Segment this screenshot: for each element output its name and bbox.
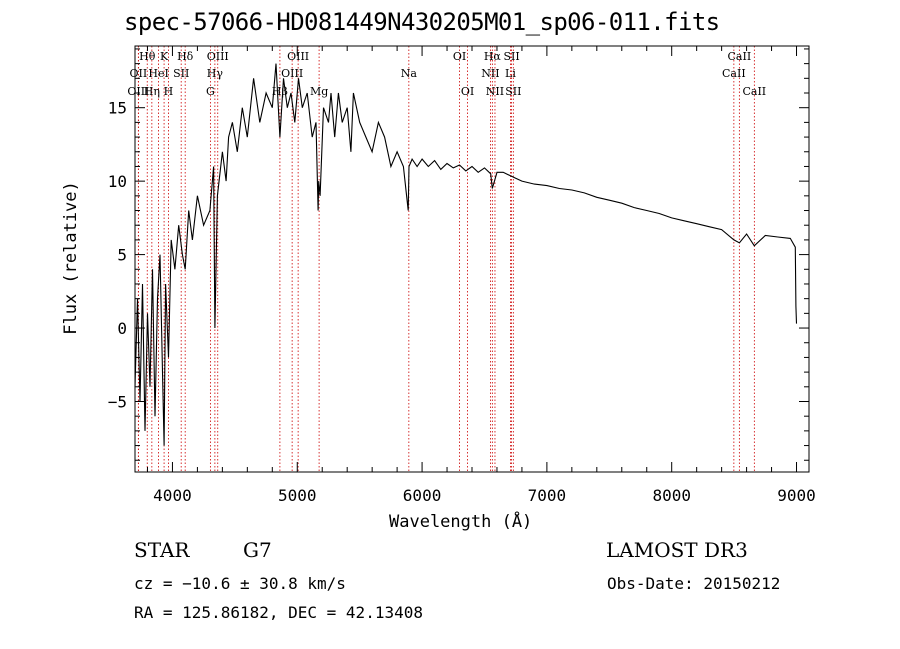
redshift-info: cz = −10.6 ± 30.8 km/s [134,574,346,593]
line-label: H [164,85,174,98]
x-tick-label: 7000 [528,486,567,505]
survey-label: LAMOST DR3 [606,538,748,562]
line-label: CaII [728,50,752,63]
x-tick-label: 8000 [652,486,691,505]
line-label: Li [505,67,516,80]
spectrum-line [134,63,798,446]
x-tick-label: 5000 [278,486,317,505]
line-label: OIII [287,50,309,63]
line-label: G [206,85,215,98]
axes-frame [134,45,810,473]
chart-title: spec-57066-HD081449N430205M01_sp06-011.f… [124,8,720,36]
line-label: SII [503,50,519,63]
line-label: OI [461,85,474,98]
line-label: OII [130,67,148,80]
line-label: Hβ [272,85,288,98]
line-label: NII [486,85,504,98]
line-label: Mg [310,85,328,98]
object-class: STAR [134,538,190,562]
x-tick-label: 6000 [403,486,442,505]
y-tick-label: 5 [117,246,127,265]
line-markers [137,46,755,472]
line-label: HeI [148,67,168,80]
line-label: CaII [742,85,766,98]
y-tick-label: 0 [117,319,127,338]
line-label: Hη [144,85,160,98]
line-label: SII [505,85,521,98]
y-tick-label: −5 [108,392,127,411]
spectrum-series [134,63,798,446]
line-annotations: Hθ OII OIII K HeI Hη Hδ SII H OIII Hγ G OIII OIII Hβ Mg… [127,50,766,98]
y-tick-label: 10 [108,172,127,191]
coordinates-info: RA = 125.86182, DEC = 42.13408 [134,603,423,622]
y-tick-label: 15 [108,99,127,118]
observation-date: Obs-Date: 20150212 [607,574,781,593]
line-label: OIII [207,50,229,63]
line-label: OI [453,50,466,63]
line-label: Hδ [177,50,194,63]
line-label: NII [481,67,499,80]
y-axis-label: Flux (relative) [61,181,81,335]
object-subclass: G7 [243,538,272,562]
line-label: CaII [722,67,746,80]
line-label: Hα [484,50,502,63]
line-label: Hθ [139,50,156,63]
line-label: SII [173,67,189,80]
line-label: OIII [281,67,303,80]
line-label: Hγ [207,67,224,80]
line-label: Na [401,67,418,80]
axes: 4000 5000 6000 7000 8000 9000 −5 0 5 10 15 [108,45,816,505]
x-axis-label: Wavelength (Å) [389,512,533,532]
x-tick-label: 4000 [153,486,192,505]
x-tick-label: 9000 [777,486,816,505]
line-label: OIII [127,85,149,98]
line-label: K [160,50,169,63]
